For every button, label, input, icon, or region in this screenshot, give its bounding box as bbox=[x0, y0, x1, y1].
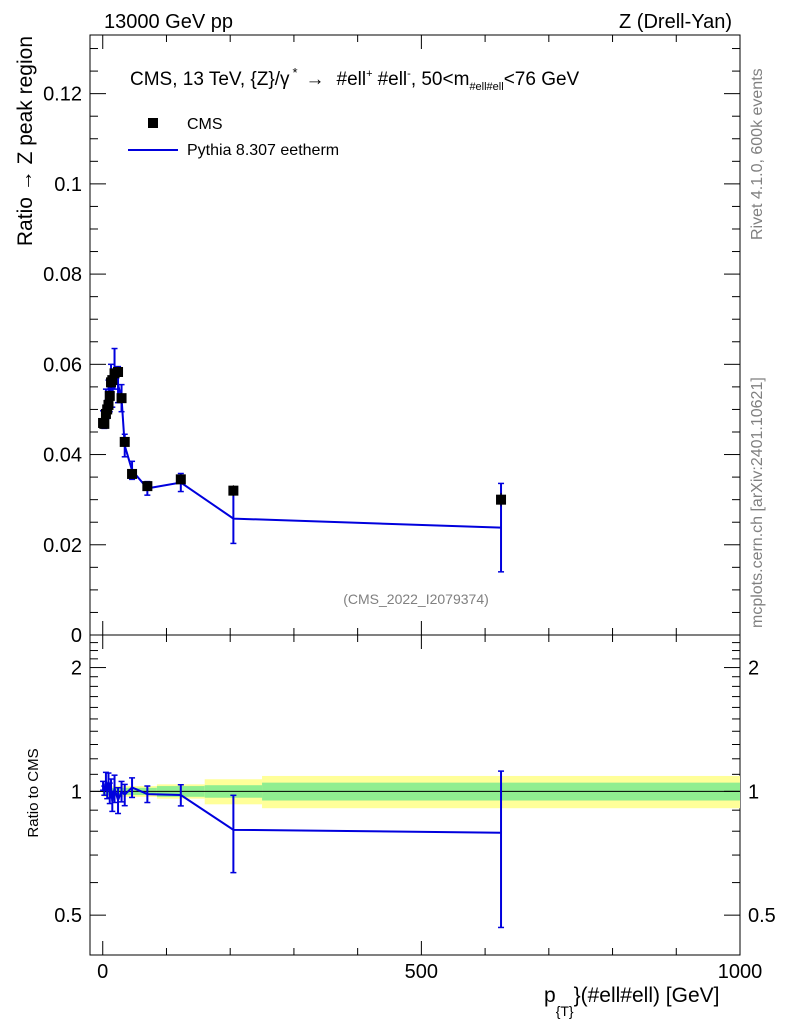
x-tick-label-2: 1000 bbox=[718, 961, 763, 983]
x-axis-label: p{T}}(#ell#ell) [GeV] bbox=[544, 984, 720, 1019]
x-axis-label-main: p bbox=[544, 984, 556, 1007]
x-tick-label-1: 500 bbox=[405, 961, 438, 983]
title-lepton2: #ell bbox=[378, 69, 408, 90]
ratio-uncertainty-bands bbox=[102, 775, 740, 809]
legend-label-mc: Pythia 8.307 eetherm bbox=[187, 142, 339, 159]
y-axis-label-top: Ratio → Z peak region bbox=[14, 36, 37, 246]
x-tick-label-0: 0 bbox=[97, 961, 108, 983]
title-lepton1: #ell bbox=[337, 69, 367, 90]
y-tick-label-ratio-left-1: 1 bbox=[71, 781, 82, 803]
data-point-16 bbox=[496, 494, 507, 505]
data-point-12 bbox=[127, 468, 138, 479]
title-plus: + bbox=[366, 68, 372, 80]
y-tick-label-top-2: 0.04 bbox=[43, 445, 82, 467]
chart-title: CMS, 13 TeV, {Z}/γ * → #ell+ #ell-, 50<m#ell… bbox=[130, 65, 580, 93]
legend-marker-data bbox=[148, 118, 158, 128]
title-star: * bbox=[292, 65, 297, 80]
y-tick-label-top-3: 0.06 bbox=[43, 354, 82, 376]
header-left: 13000 GeV pp bbox=[104, 11, 233, 33]
y-tick-label-top-5: 0.1 bbox=[54, 174, 82, 196]
data-series-main bbox=[98, 366, 507, 507]
data-point-10 bbox=[116, 393, 127, 404]
axis-tick-labels: 0 500 1000 0 0.02 0.04 0.06 0.08 0.1 0.12 0.5 0.5 1 1… bbox=[43, 84, 776, 983]
mc-line bbox=[102, 368, 502, 529]
data-point-1 bbox=[99, 418, 110, 429]
axis-ticks bbox=[90, 35, 741, 956]
y-axis-label-ratio: Ratio to CMS bbox=[25, 748, 42, 837]
analysis-id-label: (CMS_2022_I2079374) bbox=[343, 591, 489, 607]
data-point-9 bbox=[113, 366, 124, 377]
y-tick-label-top-6: 0.12 bbox=[43, 84, 82, 106]
title-minus: - bbox=[407, 68, 411, 80]
data-point-11 bbox=[119, 436, 130, 447]
y-tick-label-ratio-left-0: 0.5 bbox=[54, 905, 82, 927]
title-main: CMS, 13 TeV, {Z}/γ bbox=[130, 69, 290, 90]
y-tick-label-ratio-left-2: 2 bbox=[71, 658, 82, 680]
data-point-5 bbox=[104, 390, 115, 401]
mcplots-site-label: mcplots.cern.ch [arXiv:2401.10621] bbox=[749, 377, 766, 628]
data-point-15 bbox=[228, 485, 239, 496]
rivet-version-label: Rivet 4.1.0, 600k events bbox=[749, 68, 766, 240]
title-range-sub: #ell#ell bbox=[469, 81, 503, 93]
y-tick-label-top-0: 0 bbox=[71, 625, 82, 647]
legend-label-data: CMS bbox=[187, 116, 223, 133]
title-range-a: , 50<m bbox=[411, 69, 470, 90]
y-tick-label-ratio-right-0: 0.5 bbox=[748, 905, 776, 927]
data-point-14 bbox=[175, 474, 186, 485]
y-tick-label-top-4: 0.08 bbox=[43, 264, 82, 286]
title-arrow: → bbox=[306, 69, 325, 90]
x-axis-label-rest: }(#ell#ell) [GeV] bbox=[574, 984, 720, 1007]
legend: CMS Pythia 8.307 eetherm bbox=[128, 116, 339, 159]
header-right: Z (Drell-Yan) bbox=[619, 11, 732, 33]
data-point-13 bbox=[142, 481, 153, 492]
data-point-4 bbox=[103, 399, 114, 410]
mc-series-main bbox=[100, 347, 505, 573]
y-tick-label-top-1: 0.02 bbox=[43, 535, 82, 557]
mc-series-ratio bbox=[100, 770, 505, 929]
y-tick-label-ratio-right-1: 1 bbox=[748, 781, 759, 803]
y-tick-label-ratio-right-2: 2 bbox=[748, 658, 759, 680]
x-axis-label-sub: {T} bbox=[556, 1003, 574, 1019]
title-range-b: <76 GeV bbox=[504, 69, 580, 90]
data-point-7 bbox=[107, 375, 118, 386]
